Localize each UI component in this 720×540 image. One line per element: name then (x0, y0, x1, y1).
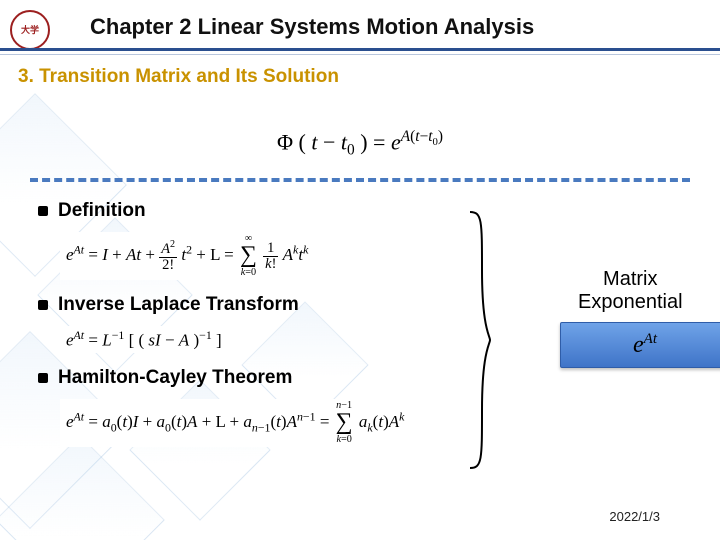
bullet-equation: eAt = I + At + A22! t2 + L = ∞∑k=0 1k! A… (60, 232, 314, 280)
body-area: Definition eAt = I + At + A22! t2 + L = ∞… (38, 200, 700, 510)
matrix-exponential-box: eAt (560, 322, 720, 368)
university-logo: 大学 (10, 10, 50, 50)
bullet-label: Definition (58, 200, 146, 222)
section-heading: 3. Transition Matrix and Its Solution (18, 66, 339, 88)
bullet-label: Inverse Laplace Transform (58, 294, 299, 316)
logo-text: 大学 (21, 26, 39, 35)
dashed-separator (30, 178, 690, 182)
bullet-label: Hamilton-Cayley Theorem (58, 367, 292, 389)
title-rule-thick (0, 48, 720, 51)
matrix-exponential-label: Matrix Exponential (578, 268, 683, 314)
bullet-equation: eAt = L−1 [ ( sI − A )−1 ] (60, 326, 228, 353)
bullet-row: Definition (38, 200, 700, 222)
bullet-marker-icon (38, 206, 48, 216)
curly-bracket-icon (468, 210, 492, 470)
transition-matrix-equation: Φ ( t − t0 ) = eA(t−t0) (0, 128, 720, 160)
chapter-title: Chapter 2 Linear Systems Motion Analysis (90, 14, 534, 40)
bullet-equation: eAt = a0(t)I + a0(t)A + L + an−1(t)An−1 … (60, 399, 410, 447)
title-rule-thin (0, 54, 720, 55)
bullet-marker-icon (38, 300, 48, 310)
matrix-exp-line2: Exponential (578, 291, 683, 314)
section-heading-bar: 3. Transition Matrix and Its Solution (14, 62, 454, 92)
matrix-exp-formula: eAt (633, 331, 657, 359)
footer-date: 2022/1/3 (609, 509, 660, 524)
bullet-marker-icon (38, 373, 48, 383)
slide: 大学 Chapter 2 Linear Systems Motion Analy… (0, 0, 720, 540)
slide-header: 大学 Chapter 2 Linear Systems Motion Analy… (0, 8, 720, 56)
matrix-exp-line1: Matrix (578, 268, 683, 291)
bullet-row: Hamilton-Cayley Theorem (38, 367, 700, 389)
